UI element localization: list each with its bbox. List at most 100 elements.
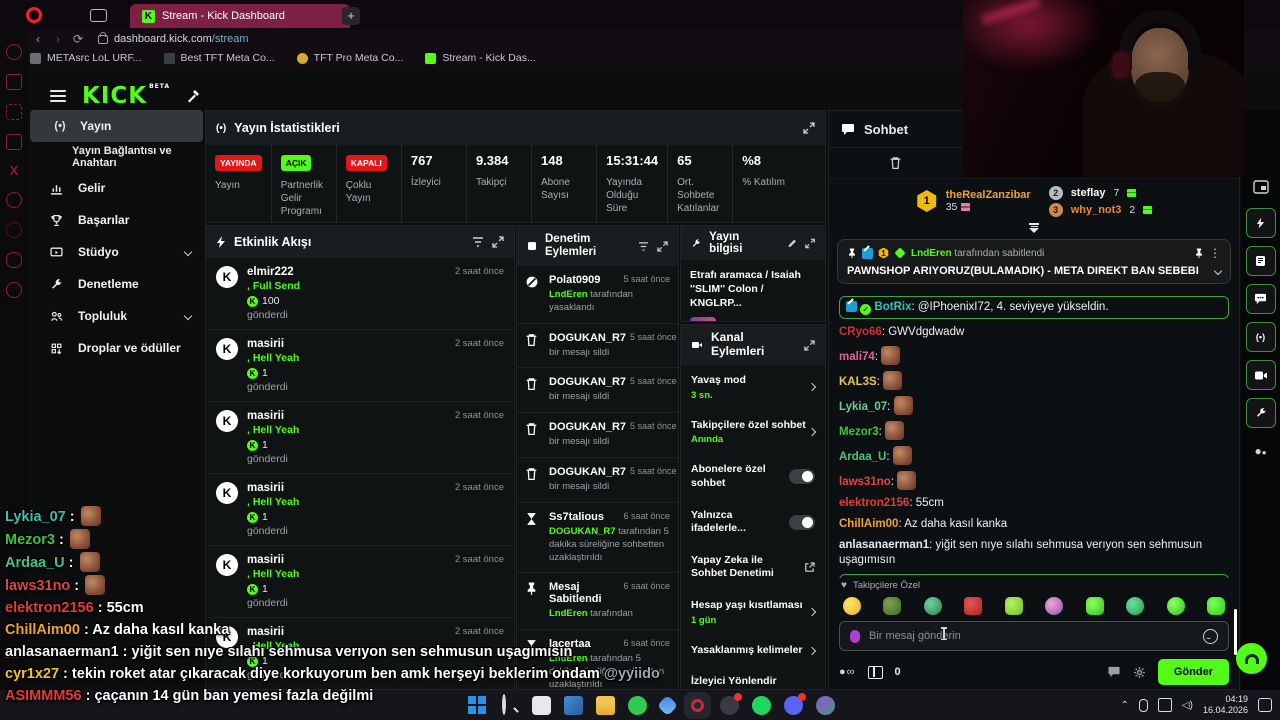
discord-icon[interactable] xyxy=(784,692,806,715)
send-button[interactable]: Gönder xyxy=(1157,659,1229,685)
pip-icon[interactable] xyxy=(1252,180,1269,194)
action-host-viewers[interactable]: İzleyici Yönlendir xyxy=(691,675,777,688)
stream-category[interactable]: Sadece Sohbet xyxy=(681,315,825,321)
emote-halo[interactable] xyxy=(1004,597,1023,615)
gx-corner-icon[interactable] xyxy=(6,74,22,90)
emote-pepe[interactable] xyxy=(883,597,902,615)
kick-logo[interactable]: KICK BETA xyxy=(82,83,171,109)
tray-mic-icon[interactable] xyxy=(1138,698,1148,712)
moderation-row[interactable]: Mesaj Sabitlendi 6 saat önce LndEren tara… xyxy=(517,573,678,631)
chat-message[interactable]: Ardaa_U: xyxy=(839,446,1229,465)
expand-icon[interactable] xyxy=(492,236,504,248)
emote-blob[interactable] xyxy=(1206,597,1225,615)
spotify-icon[interactable] xyxy=(752,695,771,715)
menu-hamburger-icon[interactable] xyxy=(50,87,66,105)
reload-button[interactable]: ⟳ xyxy=(72,32,84,46)
geforce-icon[interactable] xyxy=(720,692,742,715)
support-button[interactable] xyxy=(1236,643,1267,674)
clock[interactable]: 04:19 16.04.2026 xyxy=(1203,694,1248,717)
pinned-message[interactable]: 1 LndEren tarafından sabitlendi ⋮ PAWNSH… xyxy=(837,239,1231,284)
back-button[interactable]: ‹ xyxy=(36,32,40,46)
chat-message[interactable]: Mezor3: xyxy=(839,421,1229,440)
twitter-x-icon[interactable]: X xyxy=(9,163,19,178)
edit-pencil-icon[interactable] xyxy=(787,238,797,249)
rail-activity-button[interactable] xyxy=(1245,208,1276,238)
moderation-row[interactable]: lacertaa 6 saat önce LndEren tarafından 5… xyxy=(517,630,678,689)
gear-icon[interactable] xyxy=(1133,666,1146,679)
whatsapp-icon[interactable] xyxy=(628,695,647,715)
pin-icon[interactable] xyxy=(1194,247,1204,259)
chat-message-bot[interactable]: ✓ BotRix: @IPhoenixI72, 4. seviyeye yüks… xyxy=(839,296,1229,319)
moderation-row[interactable]: DOGUKAN_R7 5 saat önce bir mesajı sildi xyxy=(517,324,678,369)
emote-smile[interactable] xyxy=(1085,597,1104,615)
opera-gx-logo[interactable]: GX xyxy=(4,650,19,660)
chat-message[interactable]: mali74: xyxy=(839,346,1229,365)
chat-message[interactable]: CRyo66: GWVdgdwadw xyxy=(839,326,965,338)
expand-icon[interactable] xyxy=(803,122,815,134)
player-icon[interactable] xyxy=(6,192,22,208)
emote-bee[interactable] xyxy=(843,597,861,615)
rail-more-icon[interactable]: ●● xyxy=(1254,444,1267,458)
sidebar-item-gelir[interactable]: Gelir xyxy=(28,172,205,204)
emote-clown[interactable] xyxy=(1045,597,1064,615)
workspace-icon[interactable] xyxy=(90,9,107,22)
messenger-icon[interactable] xyxy=(6,134,22,150)
action-followers-only[interactable]: Takipçilere özel sohbet Anında xyxy=(681,410,825,455)
chat-message[interactable]: anlasanaerman1: yiğit sen nıye sılahı se… xyxy=(839,539,1203,566)
chat-collapse-icon[interactable] xyxy=(1029,223,1039,233)
gifters-leaderboard[interactable]: 1 theRealZanzibar 35 2 steflay 7 3 why_n… xyxy=(829,179,1239,223)
opera-logo-icon[interactable] xyxy=(26,7,42,23)
sidebar-item-basarilar[interactable]: Başarılar xyxy=(28,204,205,236)
opera-gx-taskbar-icon[interactable] xyxy=(684,691,711,719)
chat-message[interactable]: Lykia_07: xyxy=(839,396,1229,415)
bookmark-tft-pro[interactable]: TFT Pro Meta Co... xyxy=(296,52,403,64)
emote-happy[interactable] xyxy=(1166,597,1185,615)
chat-settings-bubble-icon[interactable] xyxy=(1107,666,1121,678)
moderation-row[interactable]: Polat0909 5 saat önce LndEren tarafından … xyxy=(517,266,678,324)
action-banned-words[interactable]: Yasaklanmış kelimeler xyxy=(681,635,825,667)
settings-gear-icon[interactable] xyxy=(6,282,22,298)
expand-icon[interactable] xyxy=(804,339,815,351)
gift-box-icon[interactable] xyxy=(867,665,883,679)
expand-icon[interactable] xyxy=(657,240,668,252)
chat-message[interactable]: elektron2156: 55cm xyxy=(839,497,944,509)
sidebar-item-yayin[interactable]: (•) Yayın xyxy=(30,110,203,142)
moderation-row[interactable]: DOGUKAN_R7 5 saat önce bir mesajı sildi xyxy=(517,413,678,459)
subs-only-toggle[interactable] xyxy=(789,469,815,485)
clear-chat-trash-icon[interactable] xyxy=(889,156,902,170)
sidebar-item-studyo[interactable]: Stüdyo xyxy=(28,236,205,268)
mic-icon[interactable] xyxy=(850,629,860,643)
emote-fish[interactable] xyxy=(1126,597,1145,615)
sidebar-item-denetleme[interactable]: Denetleme xyxy=(28,268,205,300)
kebab-menu-icon[interactable]: ⋮ xyxy=(1209,246,1221,260)
url-text[interactable]: dashboard.kick.com/stream xyxy=(114,33,249,45)
lock-icon[interactable] xyxy=(98,31,108,44)
forward-button[interactable]: › xyxy=(56,32,60,46)
chat-scrollbar[interactable] xyxy=(1234,609,1237,655)
rail-log-button[interactable] xyxy=(1245,246,1276,276)
emote-angry[interactable] xyxy=(964,597,983,615)
mail-icon[interactable] xyxy=(564,695,583,715)
chat-message[interactable]: KAL3S: xyxy=(839,371,1229,390)
chat-message[interactable]: ChillAim00: Az daha kasıl kanka xyxy=(839,518,1008,530)
paint-app-icon[interactable] xyxy=(816,695,835,715)
browser-tab[interactable]: K Stream - Kick Dashboard xyxy=(130,4,350,28)
moderation-row[interactable]: Ss7talious 6 saat önce DOGUKAN_R7 tarafın… xyxy=(517,503,678,574)
action-account-age[interactable]: Hesap yaşı kısıtlaması 1 gün xyxy=(681,590,825,635)
chevron-down-icon[interactable] xyxy=(1213,266,1223,276)
store-icon[interactable] xyxy=(532,695,551,715)
rail-broadcast-button[interactable]: (•) xyxy=(1245,322,1276,352)
expand-icon[interactable] xyxy=(805,238,815,249)
moderation-row[interactable]: DOGUKAN_R7 5 saat önce bir mesajı sildi xyxy=(517,458,678,503)
mods-icon[interactable] xyxy=(6,104,22,120)
action-slow-mode[interactable]: Yavaş mod 3 sn. xyxy=(681,365,825,410)
new-tab-button[interactable]: + xyxy=(342,7,360,25)
bookmark-best-tft[interactable]: Best TFT Meta Co... xyxy=(163,52,275,64)
history-icon[interactable] xyxy=(6,222,22,238)
rail-chat-button[interactable] xyxy=(1245,284,1276,314)
